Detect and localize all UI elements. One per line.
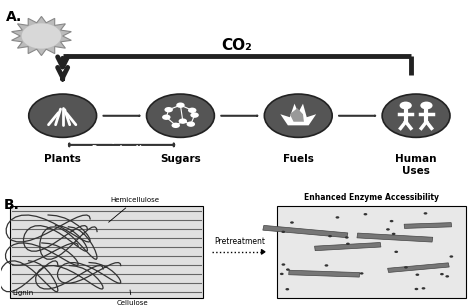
Circle shape — [280, 273, 283, 275]
Circle shape — [382, 94, 450, 137]
Circle shape — [191, 112, 199, 118]
Circle shape — [424, 212, 428, 215]
Text: Pretreatment: Pretreatment — [214, 237, 265, 247]
Circle shape — [282, 231, 285, 233]
Circle shape — [400, 102, 412, 109]
FancyArrowPatch shape — [339, 115, 375, 116]
Polygon shape — [11, 17, 71, 56]
Circle shape — [421, 287, 425, 290]
Text: Improved
Deconstruction: Improved Deconstruction — [91, 138, 152, 151]
FancyArrowPatch shape — [103, 115, 140, 116]
Circle shape — [336, 216, 339, 219]
Polygon shape — [289, 270, 360, 277]
Circle shape — [286, 268, 290, 271]
Polygon shape — [290, 108, 304, 122]
FancyArrowPatch shape — [69, 143, 174, 146]
Circle shape — [420, 102, 433, 109]
Text: Lignin: Lignin — [12, 290, 34, 296]
Text: Hemicellulose: Hemicellulose — [109, 197, 159, 222]
Circle shape — [394, 251, 398, 253]
Circle shape — [146, 94, 214, 137]
FancyBboxPatch shape — [10, 206, 203, 298]
Polygon shape — [388, 263, 449, 272]
Circle shape — [404, 266, 408, 269]
Polygon shape — [280, 104, 316, 125]
Circle shape — [172, 122, 180, 128]
Circle shape — [364, 213, 367, 216]
FancyBboxPatch shape — [277, 206, 465, 298]
FancyArrowPatch shape — [262, 250, 265, 254]
Circle shape — [264, 94, 332, 137]
Circle shape — [449, 255, 453, 258]
Circle shape — [285, 288, 289, 290]
Circle shape — [446, 275, 449, 278]
Circle shape — [415, 288, 419, 290]
Circle shape — [390, 220, 393, 222]
Circle shape — [290, 221, 294, 224]
Circle shape — [360, 272, 364, 275]
Circle shape — [22, 23, 61, 49]
Polygon shape — [263, 225, 348, 238]
Text: CO₂: CO₂ — [222, 38, 252, 53]
Text: Enhanced Enzyme Accessibility: Enhanced Enzyme Accessibility — [304, 193, 439, 202]
Circle shape — [416, 274, 419, 276]
Text: Human
Uses: Human Uses — [395, 154, 437, 176]
Text: A.: A. — [6, 10, 22, 25]
Circle shape — [179, 119, 187, 124]
Text: Fuels: Fuels — [283, 154, 314, 164]
Circle shape — [325, 264, 328, 267]
Polygon shape — [404, 223, 452, 228]
Text: Plants: Plants — [44, 154, 81, 164]
Circle shape — [176, 103, 185, 108]
Circle shape — [345, 236, 349, 239]
Circle shape — [282, 263, 285, 266]
Circle shape — [188, 107, 197, 113]
Text: Cellulose: Cellulose — [116, 290, 148, 306]
Text: Sugars: Sugars — [160, 154, 201, 164]
Text: B.: B. — [4, 198, 19, 212]
Circle shape — [29, 94, 97, 137]
Circle shape — [440, 273, 444, 275]
FancyArrowPatch shape — [221, 115, 258, 116]
Circle shape — [328, 235, 332, 237]
Circle shape — [162, 115, 171, 120]
Circle shape — [187, 122, 195, 127]
Polygon shape — [357, 233, 433, 242]
Circle shape — [392, 233, 395, 235]
Circle shape — [164, 107, 173, 112]
Circle shape — [386, 228, 390, 231]
Circle shape — [346, 243, 350, 245]
Polygon shape — [315, 243, 381, 251]
